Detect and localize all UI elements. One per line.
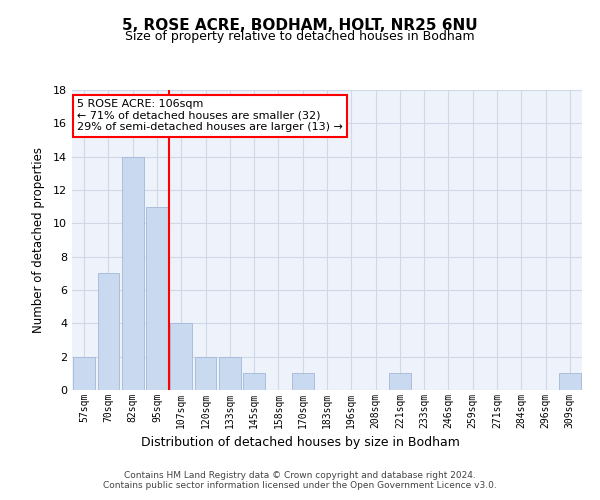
Bar bbox=[243, 374, 265, 390]
Bar bbox=[170, 324, 192, 390]
Text: Size of property relative to detached houses in Bodham: Size of property relative to detached ho… bbox=[125, 30, 475, 43]
Text: Distribution of detached houses by size in Bodham: Distribution of detached houses by size … bbox=[140, 436, 460, 449]
Text: 5, ROSE ACRE, BODHAM, HOLT, NR25 6NU: 5, ROSE ACRE, BODHAM, HOLT, NR25 6NU bbox=[122, 18, 478, 32]
Y-axis label: Number of detached properties: Number of detached properties bbox=[32, 147, 44, 333]
Bar bbox=[292, 374, 314, 390]
Bar bbox=[73, 356, 95, 390]
Bar bbox=[559, 374, 581, 390]
Bar bbox=[146, 206, 168, 390]
Bar bbox=[194, 356, 217, 390]
Bar bbox=[389, 374, 411, 390]
Bar bbox=[219, 356, 241, 390]
Text: Contains HM Land Registry data © Crown copyright and database right 2024.
Contai: Contains HM Land Registry data © Crown c… bbox=[103, 470, 497, 490]
Bar bbox=[122, 156, 143, 390]
Text: 5 ROSE ACRE: 106sqm
← 71% of detached houses are smaller (32)
29% of semi-detach: 5 ROSE ACRE: 106sqm ← 71% of detached ho… bbox=[77, 99, 343, 132]
Bar bbox=[97, 274, 119, 390]
